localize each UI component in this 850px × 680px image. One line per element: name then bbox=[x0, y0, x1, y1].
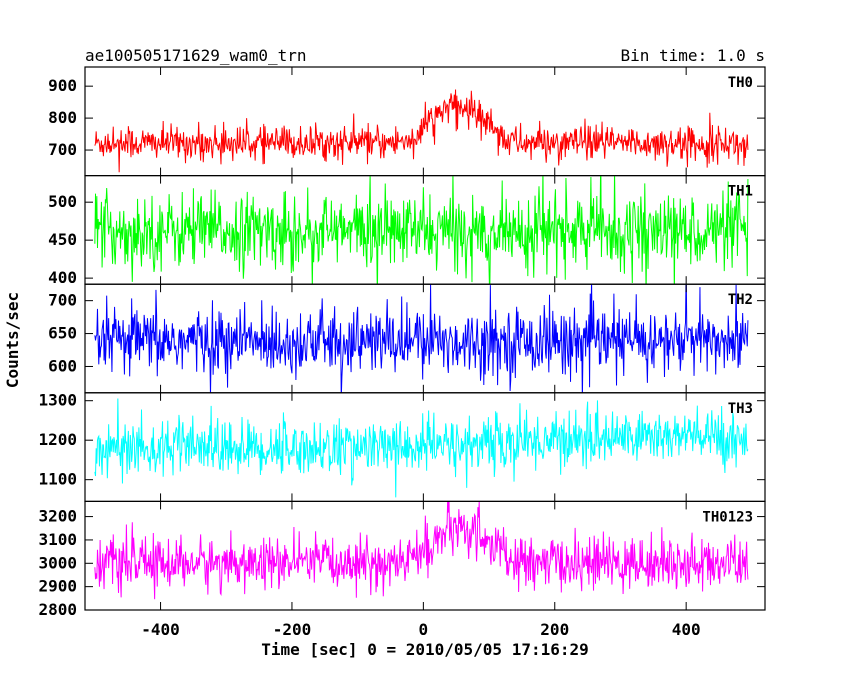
x-tick-label: -200 bbox=[273, 620, 312, 639]
panel-th2: 600 650 700 TH2 bbox=[48, 283, 766, 394]
panel-label: TH0 bbox=[728, 75, 753, 91]
series-th1 bbox=[94, 175, 749, 285]
y-tick-label: 900 bbox=[48, 76, 77, 95]
y-tick-label: 1100 bbox=[38, 470, 77, 489]
y-tick-label: 700 bbox=[48, 291, 77, 310]
chart-title: ae100505171629_wam0_trn bbox=[85, 46, 307, 65]
x-tick-label: 0 bbox=[419, 620, 429, 639]
y-tick-label: 450 bbox=[48, 230, 77, 249]
y-tick-label: 500 bbox=[48, 192, 77, 211]
panel-th0123: 2800 2900 3000 3100 3200 -400 -200 0 200 400 TH012… bbox=[38, 500, 766, 639]
y-tick-label: 2800 bbox=[38, 600, 77, 619]
bin-time-label: Bin time: 1.0 s bbox=[621, 46, 766, 65]
series-th0123 bbox=[94, 501, 749, 600]
panel-label: TH0123 bbox=[702, 509, 753, 525]
y-tick-label: 1300 bbox=[38, 391, 77, 410]
y-tick-label: 3200 bbox=[38, 507, 77, 526]
y-tick-label: 800 bbox=[48, 108, 77, 127]
y-axis-label: Counts/sec bbox=[3, 292, 22, 388]
x-tick-label: -400 bbox=[141, 620, 180, 639]
panel-th1: 400 450 500 TH1 bbox=[48, 175, 766, 287]
panels-layer: 700 800 900 TH0 400 450 500 TH1 600 650 700 TH2 1100… bbox=[38, 66, 766, 639]
series-th2 bbox=[94, 284, 749, 393]
y-tick-label: 2900 bbox=[38, 577, 77, 596]
panel-label: TH1 bbox=[728, 184, 753, 200]
y-tick-label: 400 bbox=[48, 268, 77, 287]
x-axis-label: Time [sec] 0 = 2010/05/05 17:16:29 bbox=[261, 640, 589, 659]
panel-th0: 700 800 900 TH0 bbox=[48, 66, 766, 177]
x-tick-label: 400 bbox=[672, 620, 701, 639]
panel-frame bbox=[84, 500, 766, 611]
y-tick-label: 700 bbox=[48, 140, 77, 159]
x-tick-label: 200 bbox=[540, 620, 569, 639]
panel-label: TH2 bbox=[728, 292, 753, 308]
y-tick-label: 3000 bbox=[38, 553, 77, 572]
y-tick-label: 650 bbox=[48, 324, 77, 343]
y-tick-label: 3100 bbox=[38, 530, 77, 549]
series-th3 bbox=[94, 398, 749, 498]
panel-th3: 1100 1200 1300 TH3 bbox=[38, 391, 766, 502]
panel-frame bbox=[84, 175, 766, 285]
panel-label: TH3 bbox=[728, 401, 753, 417]
y-tick-label: 1200 bbox=[38, 430, 77, 449]
series-th0 bbox=[94, 89, 749, 173]
y-tick-label: 600 bbox=[48, 356, 77, 375]
